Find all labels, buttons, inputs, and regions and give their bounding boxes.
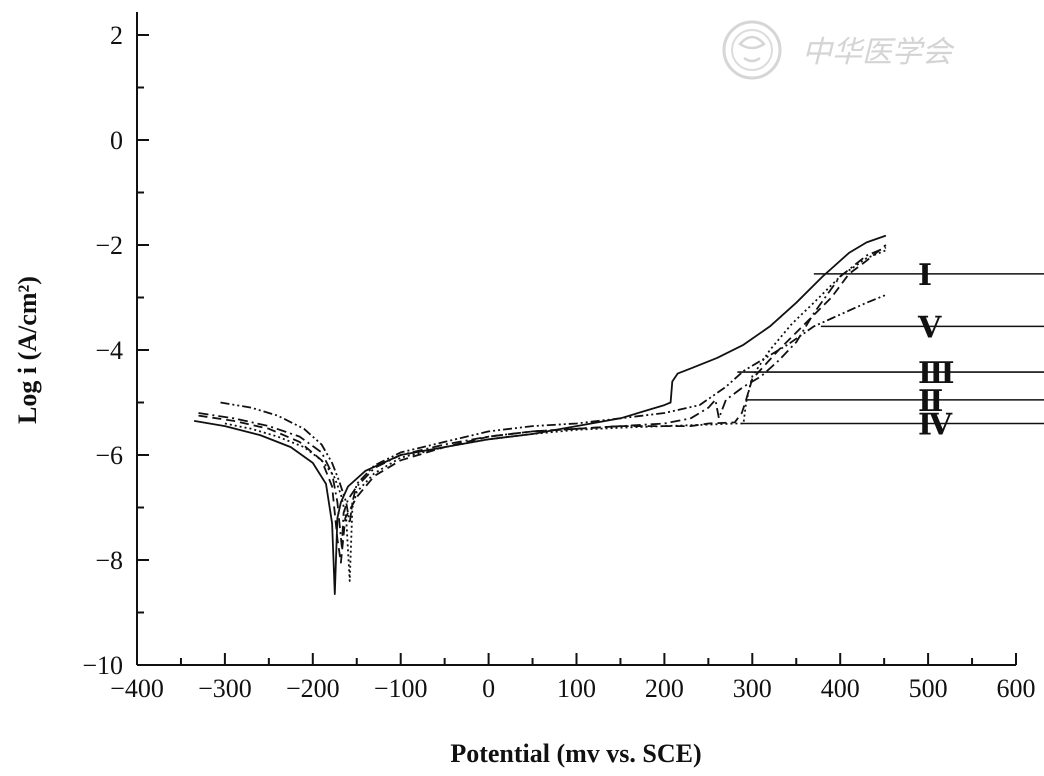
series-line-5 — [220, 294, 887, 525]
y-tick-label: −10 — [82, 651, 123, 680]
x-tick-label: 600 — [997, 674, 1036, 703]
x-tick-label: 200 — [645, 674, 684, 703]
x-tick-label: 100 — [557, 674, 596, 703]
series-label-4: Ⅳ — [918, 409, 953, 442]
x-tick-label: 400 — [821, 674, 860, 703]
series-line-2 — [198, 244, 887, 564]
watermark-text: 中华医学会 — [802, 35, 955, 70]
y-tick-label: −6 — [95, 441, 123, 470]
x-tick-label: 300 — [733, 674, 772, 703]
y-tick-label: −2 — [95, 231, 123, 260]
axes: −400 −300 −200 −100 0 100 200 300 400 500 600 −10 −8… — [82, 12, 1036, 703]
series-layer — [193, 234, 887, 595]
watermark: 中华医学会 — [722, 20, 955, 80]
series-line-3 — [198, 246, 887, 548]
series-line-1 — [193, 234, 887, 595]
watermark-seal-icon — [722, 20, 782, 80]
x-tick-label: 0 — [482, 674, 495, 703]
y-tick-label: 2 — [110, 21, 123, 50]
y-tick-label: −8 — [95, 546, 123, 575]
series-label-2: Ⅱ — [918, 385, 943, 418]
y-tick-label: 0 — [110, 126, 123, 155]
series-line-4 — [224, 249, 887, 582]
x-tick-label: −100 — [374, 674, 428, 703]
series-label-1: Ⅰ — [918, 259, 932, 292]
x-tick-label: −200 — [286, 674, 340, 703]
x-tick-label: −400 — [110, 674, 164, 703]
y-axis-title: Log i (A/cm²) — [13, 276, 42, 424]
series-label-5: Ⅴ — [917, 311, 942, 344]
x-tick-label: −300 — [198, 674, 252, 703]
x-tick-label: 500 — [909, 674, 948, 703]
series-label-3: Ⅲ — [918, 357, 955, 390]
x-axis-title: Potential (mv vs. SCE) — [450, 739, 701, 768]
y-tick-label: −4 — [95, 336, 123, 365]
